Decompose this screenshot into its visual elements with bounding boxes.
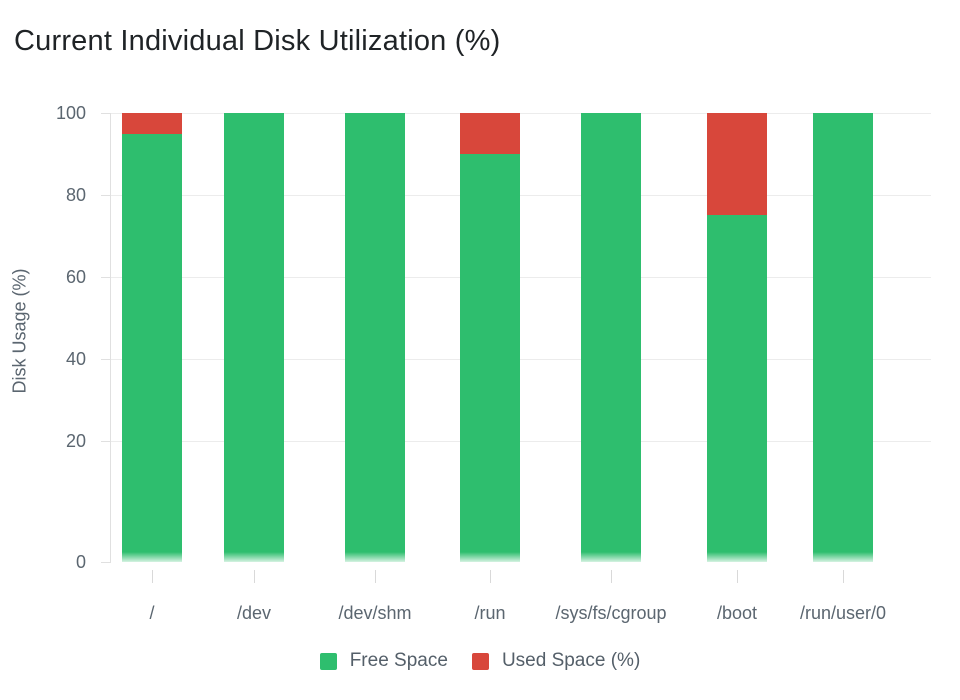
legend-label: Free Space (349, 650, 448, 671)
y-axis-tick (101, 359, 111, 360)
x-axis-tick (490, 570, 491, 583)
bar-segment-used[interactable] (707, 113, 767, 215)
bar-bottom-fade (345, 552, 405, 562)
legend-item[interactable]: Free Space (319, 650, 448, 672)
gridline (111, 359, 931, 360)
bar-bottom-fade (581, 552, 641, 562)
y-tick-label: 20 (65, 431, 86, 451)
bar-segment-used[interactable] (460, 113, 520, 154)
gridline (111, 441, 931, 442)
y-axis-tick (101, 113, 111, 114)
bar-bottom-fade (707, 552, 767, 562)
y-tick-label: 40 (65, 349, 86, 369)
bar[interactable] (581, 113, 641, 562)
chart-title: Current Individual Disk Utilization (%) (14, 25, 501, 57)
x-tick-label: /run/user/0 (799, 603, 887, 623)
y-tick-label: 100 (55, 103, 86, 123)
legend-swatch-icon (319, 652, 337, 670)
bar-segment-used[interactable] (122, 113, 182, 134)
y-axis-tick (101, 195, 111, 196)
x-tick-label: /dev/shm (338, 603, 412, 623)
x-axis-tick (611, 570, 612, 583)
bar[interactable] (224, 113, 284, 562)
gridline (111, 195, 931, 196)
bar-bottom-fade (122, 552, 182, 562)
legend-label: Used Space (%) (501, 650, 641, 671)
x-tick-label: /boot (716, 603, 758, 623)
bar[interactable] (122, 113, 182, 562)
y-tick-label: 80 (65, 185, 86, 205)
bar-segment-free[interactable] (122, 134, 182, 562)
y-axis-tick (101, 277, 111, 278)
x-tick-label: /dev (236, 603, 272, 623)
x-tick-label: /run (474, 603, 506, 623)
x-axis-tick (843, 570, 844, 583)
chart-legend: Free Space Used Space (%) (0, 650, 960, 672)
gridline (111, 277, 931, 278)
plot-area: / /dev/dev/shm/run/sys/fs/cgroup/boot/run… (101, 113, 931, 623)
bar-segment-free[interactable] (345, 113, 405, 562)
bar-segment-free[interactable] (813, 113, 873, 562)
bar-bottom-fade (224, 552, 284, 562)
y-tick-label: 60 (65, 267, 86, 287)
x-axis-tick (152, 570, 153, 583)
bar-segment-free[interactable] (224, 113, 284, 562)
bar[interactable] (345, 113, 405, 562)
x-axis-tick (737, 570, 738, 583)
legend-swatch-icon (471, 652, 489, 670)
x-tick-label: / (149, 603, 155, 623)
y-axis-tick (101, 562, 111, 563)
bar-segment-free[interactable] (581, 113, 641, 562)
bar-bottom-fade (813, 552, 873, 562)
bar-segment-free[interactable] (707, 215, 767, 562)
y-axis-tick (101, 441, 111, 442)
bar[interactable] (707, 113, 767, 562)
gridline (111, 113, 931, 114)
bar-segment-free[interactable] (460, 154, 520, 562)
bar[interactable] (813, 113, 873, 562)
x-axis-tick (254, 570, 255, 583)
x-tick-label: /sys/fs/cgroup (555, 603, 667, 623)
x-axis-tick (375, 570, 376, 583)
bar-bottom-fade (460, 552, 520, 562)
y-tick-label: 0 (75, 552, 86, 572)
legend-item[interactable]: Used Space (%) (471, 650, 641, 672)
bar[interactable] (460, 113, 520, 562)
